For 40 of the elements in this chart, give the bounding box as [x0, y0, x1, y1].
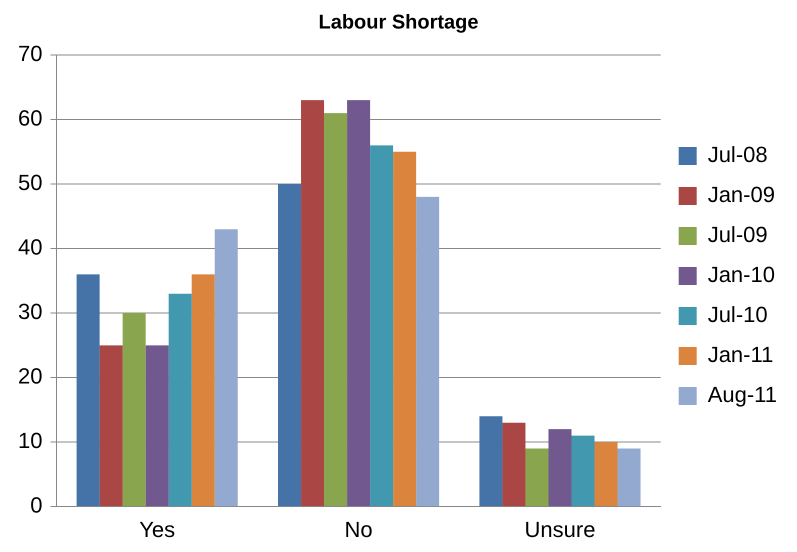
legend-label: Jan-09: [708, 182, 775, 208]
bar: [618, 448, 641, 506]
y-tick-label: 20: [18, 364, 42, 389]
y-tick-label: 70: [18, 41, 42, 66]
bar: [548, 429, 572, 506]
bar: [100, 345, 123, 506]
legend-label: Jul-09: [708, 222, 768, 248]
y-tick-label: 10: [18, 428, 42, 454]
bar: [76, 274, 100, 506]
legend-label: Jan-10: [708, 262, 775, 288]
bar: [502, 422, 526, 506]
bar: [324, 113, 348, 506]
x-tick-label: Unsure: [524, 516, 596, 542]
bar: [347, 100, 370, 506]
bar: [301, 100, 324, 506]
x-tick-label: Yes: [139, 516, 176, 542]
bar: [571, 436, 595, 506]
bar: [393, 152, 416, 506]
bar: [278, 184, 302, 506]
bar: [479, 416, 502, 506]
y-tick-label: 40: [18, 234, 42, 260]
legend-label: Jul-08: [708, 142, 768, 168]
bar: [146, 345, 169, 506]
bar: [122, 313, 146, 506]
bar: [192, 274, 215, 506]
legend-label: Jul-10: [708, 302, 768, 328]
chart-title: Labour Shortage: [318, 12, 479, 34]
y-tick-label: 50: [18, 170, 42, 196]
bar: [168, 294, 192, 506]
bar: [594, 442, 618, 506]
bar: [525, 448, 548, 506]
x-tick-label: No: [344, 516, 373, 542]
y-tick-label: 60: [18, 106, 42, 131]
y-tick-label: 30: [18, 299, 42, 324]
y-tick-label: 0: [30, 492, 42, 518]
legend-label: Aug-11: [708, 382, 778, 408]
legend-label: Jan-11: [708, 342, 774, 368]
bar: [370, 145, 394, 506]
bar: [214, 229, 238, 506]
bar: [416, 196, 440, 506]
